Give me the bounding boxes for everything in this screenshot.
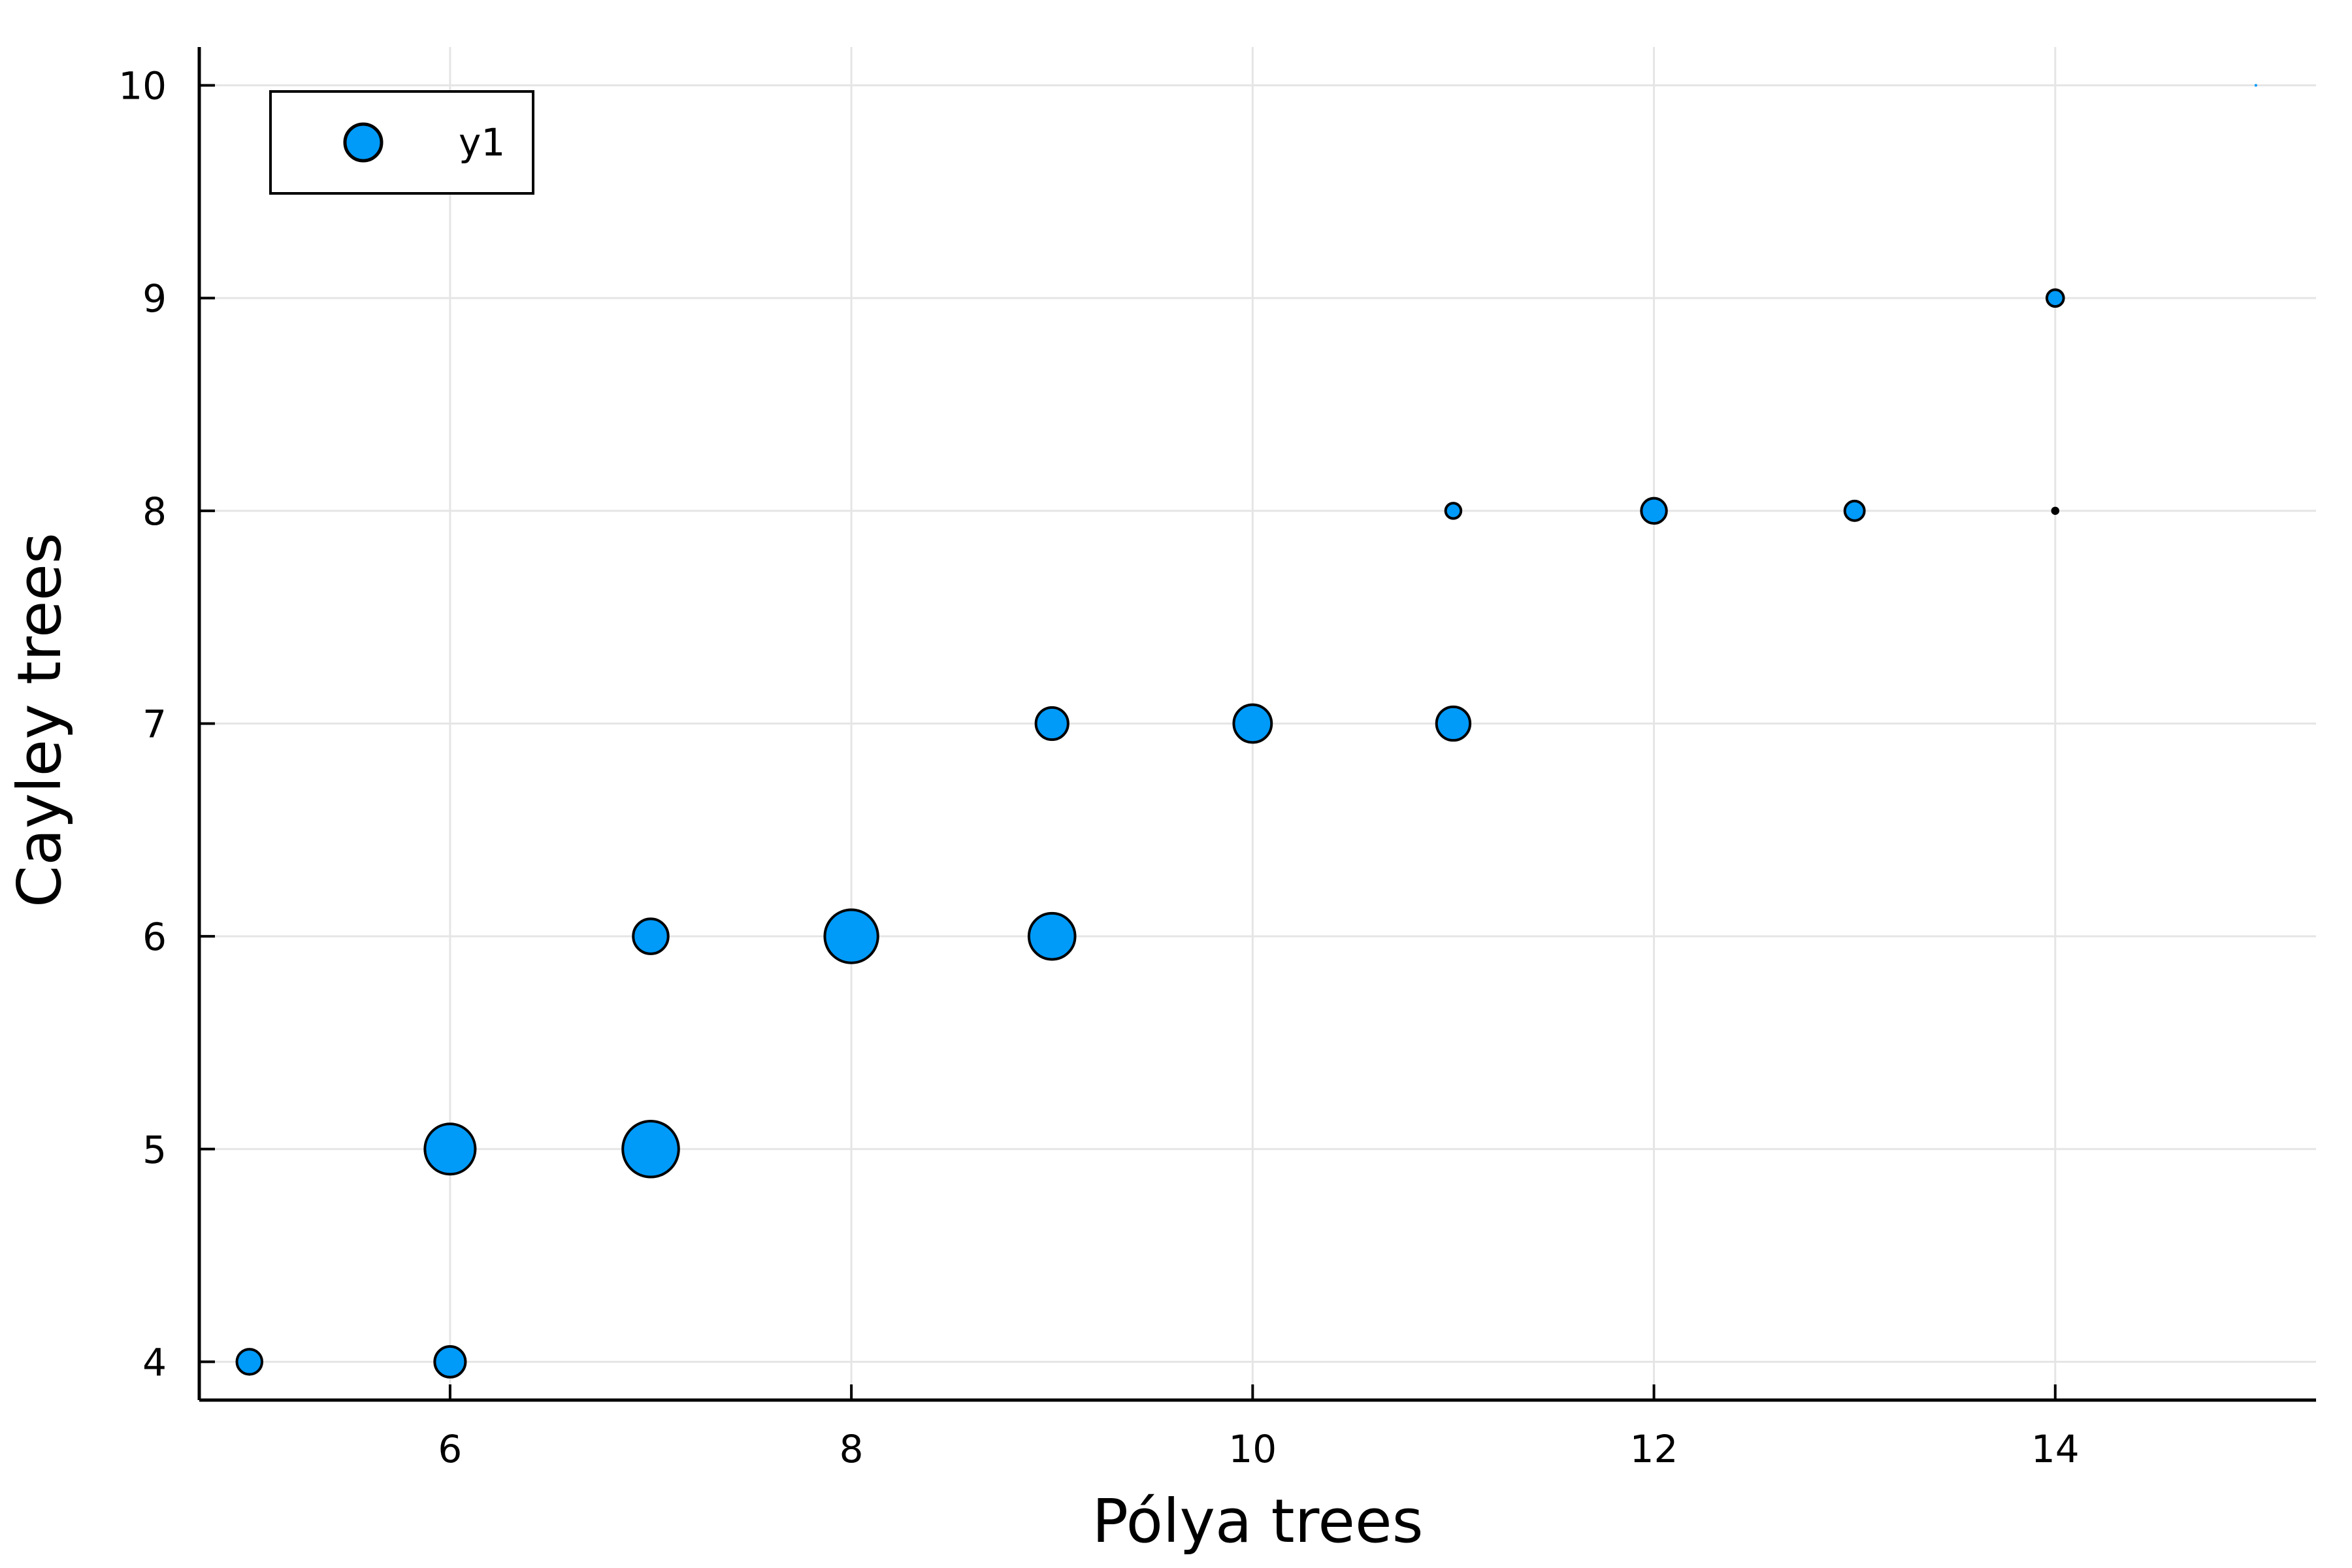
y-tick-label: 4: [142, 1340, 167, 1384]
data-point: [1640, 497, 1668, 525]
data-point: [2051, 506, 2060, 515]
axes: [197, 47, 2316, 1402]
x-tick-label: 6: [438, 1427, 462, 1471]
y-axis-label: Cayley trees: [5, 532, 74, 907]
data-point: [632, 917, 670, 955]
legend-box: [269, 90, 534, 195]
data-point: [621, 1119, 680, 1179]
x-axis-label: Pólya trees: [1092, 1486, 1423, 1556]
legend: y1: [269, 90, 534, 195]
x-tick-label: 8: [840, 1427, 864, 1471]
tick-labels: 6 8 10 12 14 4 5 6 7 8 9 10: [118, 64, 2079, 1471]
legend-marker: [343, 122, 384, 163]
data-point: [235, 1348, 264, 1376]
data-point: [1232, 703, 1273, 744]
y-tick-label: 8: [142, 489, 167, 534]
y-tick-label: 9: [142, 276, 167, 321]
data-point: [1444, 502, 1463, 520]
y-tick-label: 7: [142, 702, 167, 747]
y-tick-label: 5: [142, 1128, 167, 1172]
data-point: [433, 1345, 467, 1379]
data-point: [1435, 705, 1472, 742]
y-tick-label: 6: [142, 915, 167, 959]
data-point: [2045, 288, 2065, 308]
data-points: [235, 84, 2257, 1379]
data-point: [823, 908, 879, 964]
data-point: [1843, 499, 1866, 522]
x-tick-label: 10: [1228, 1427, 1277, 1471]
x-tick-label: 14: [2031, 1427, 2080, 1471]
legend-label-y1: y1: [459, 120, 505, 165]
y-tick-label: 10: [118, 64, 167, 108]
data-point: [2254, 84, 2257, 87]
data-point: [1027, 911, 1077, 961]
x-tick-label: 12: [1630, 1427, 1678, 1471]
data-point: [423, 1122, 477, 1176]
data-point: [1034, 706, 1070, 742]
